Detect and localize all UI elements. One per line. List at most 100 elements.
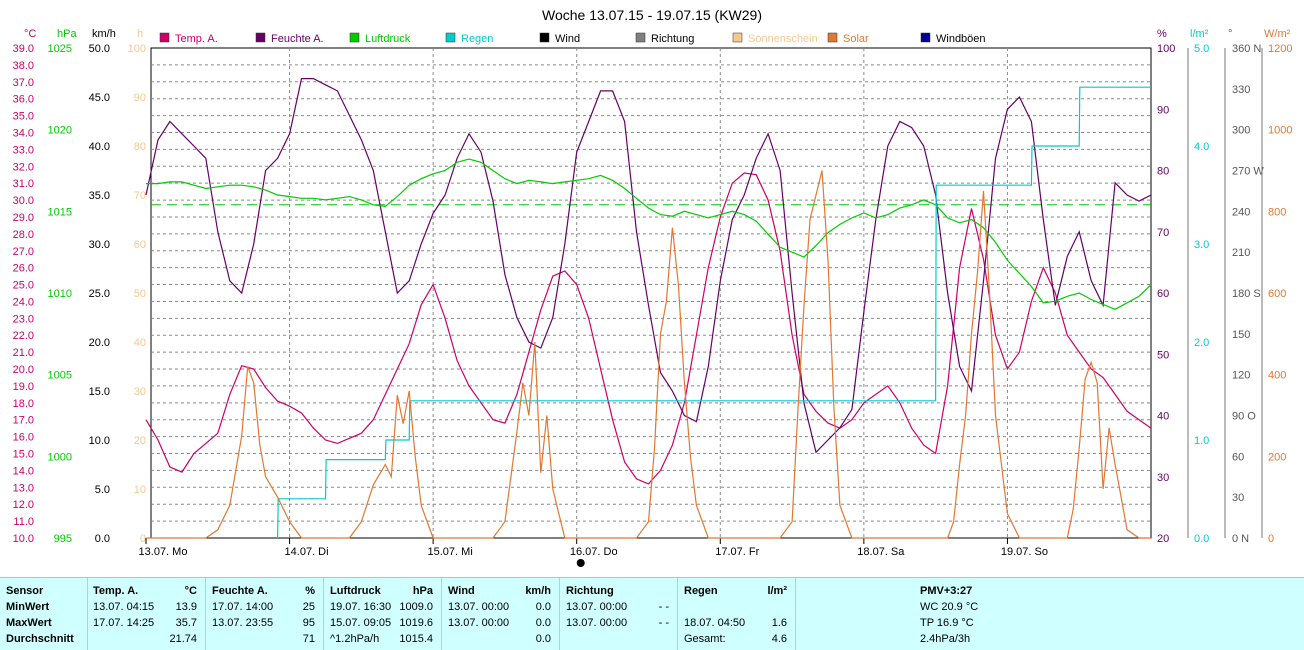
sunshine-tick-label: 0: [140, 533, 146, 545]
x-tick-label: 14.07. Di: [285, 546, 329, 558]
dir-min-time: 13.07. 00:00: [566, 601, 628, 613]
sunshine-tick-label: 50: [134, 288, 146, 300]
rain-max-time: 18.07. 04:50: [684, 617, 746, 629]
rain-tick-label: 3.0: [1194, 239, 1209, 251]
chart-axes: 10.0 11.0 12.0 13.0 14.0 15.0 16.0 17.0 18.0 19.0…: [13, 28, 1292, 567]
legend-label: Temp. A.: [175, 33, 218, 45]
pmv-trend: 2.4hPa/3h: [920, 633, 971, 645]
temp-tick-label: 17.0: [13, 415, 34, 427]
temp-max: 35.7: [175, 617, 197, 629]
series-regen: [277, 86, 1151, 539]
solar-tick-label: 600: [1268, 288, 1286, 300]
humidity-tick-label: 60: [1157, 288, 1169, 300]
humidity-tick-label: 40: [1157, 411, 1169, 423]
summary-col-sensor: Sensor MinWert MaxWert Durchschnitt: [0, 578, 88, 650]
summary-col-pressure: Luftdruck hPa 19.07. 16:30 1009.0 15.07.…: [324, 578, 442, 650]
legend-label: Feuchte A.: [271, 33, 324, 45]
x-tick-label: 19.07. So: [1001, 546, 1048, 558]
wind-tick-label: 25.0: [89, 288, 110, 300]
humidity-tick-label: 100: [1157, 43, 1175, 55]
header-direction: Richtung: [566, 585, 614, 597]
weather-chart: 10.0 11.0 12.0 13.0 14.0 15.0 16.0 17.0 18.0 19.0…: [13, 7, 1292, 567]
direction-tick-label: 270 W: [1232, 166, 1264, 178]
wind-tick-label: 15.0: [89, 386, 110, 398]
temp-tick-label: 24.0: [13, 296, 34, 308]
press-avg: 1015.4: [399, 633, 433, 645]
hum-max-time: 13.07. 23:55: [212, 617, 274, 629]
sunshine-tick-label: 100: [128, 43, 146, 55]
summary-col-temp: Temp. A. °C 13.07. 04:15 13.9 17.07. 14:…: [88, 578, 206, 650]
pressure-tick-label: 1020: [48, 125, 72, 137]
sunshine-tick-label: 40: [134, 337, 146, 349]
series-solar: [146, 170, 1151, 539]
pressure-tick-label: 1010: [48, 288, 72, 300]
temp-tick-label: 13.0: [13, 482, 34, 494]
sunshine-tick-label: 10: [134, 484, 146, 496]
x-tick-label: 15.07. Mi: [428, 546, 473, 558]
temp-max-time: 17.07. 14:25: [93, 617, 155, 629]
row-label-min: MinWert: [6, 601, 50, 613]
press-max-time: 15.07. 09:05: [330, 617, 392, 629]
direction-tick-label: 60: [1232, 451, 1244, 463]
header-wind-unit: km/h: [525, 585, 551, 597]
hum-max: 95: [302, 617, 315, 629]
temp-tick-label: 33.0: [13, 144, 34, 156]
direction-tick-label: 330: [1232, 84, 1250, 96]
solar-tick-label: 800: [1268, 206, 1286, 218]
rain-total: 4.6: [771, 633, 787, 645]
direction-tick-label: 240: [1232, 206, 1250, 218]
pressure-tick-label: 1015: [48, 206, 72, 218]
current-time-marker: [576, 559, 585, 567]
row-label-max: MaxWert: [6, 617, 52, 629]
legend-swatch: [920, 32, 931, 43]
humidity-unit-label: %: [1157, 28, 1167, 40]
wind-unit-label: km/h: [92, 28, 116, 40]
wind-min: 0.0: [535, 601, 551, 613]
series-feuchte-a-: [145, 78, 1152, 454]
direction-tick-label: 300: [1232, 125, 1250, 137]
temp-tick-label: 29.0: [13, 212, 34, 224]
wind-tick-label: 30.0: [89, 239, 110, 251]
legend-swatch: [539, 32, 550, 43]
x-tick-label: 13.07. Mo: [139, 546, 188, 558]
rain-tick-label: 1.0: [1194, 435, 1209, 447]
rain-tick-label: 4.0: [1194, 141, 1209, 153]
direction-tick-label: 120: [1232, 370, 1250, 382]
series-luftdruck: [146, 158, 1152, 310]
temp-tick-label: 19.0: [13, 381, 34, 393]
sunshine-tick-label: 20: [134, 435, 146, 447]
temp-tick-label: 22.0: [13, 330, 34, 342]
header-rain-unit: l/m²: [767, 585, 787, 597]
legend-swatch: [255, 32, 266, 43]
humidity-tick-label: 70: [1157, 227, 1169, 239]
rain-total-label: Gesamt:: [684, 633, 726, 645]
header-rain: Regen: [684, 585, 718, 597]
press-trend: ^1.2hPa/h: [330, 633, 380, 645]
x-tick-label: 16.07. Do: [570, 546, 618, 558]
temp-tick-label: 28.0: [13, 229, 34, 241]
press-max: 1019.6: [399, 617, 433, 629]
wind-avg: 0.0: [535, 633, 551, 645]
humidity-tick-label: 80: [1157, 166, 1169, 178]
dir-max-time: 13.07. 00:00: [566, 617, 628, 629]
header-wind: Wind: [448, 585, 475, 597]
legend-swatch: [159, 32, 170, 43]
rain-tick-label: 2.0: [1194, 337, 1209, 349]
summary-col-rain: Regen l/m² 18.07. 04:50 1.6 Gesamt: 4.6: [678, 578, 796, 650]
wind-tick-label: 10.0: [89, 435, 110, 447]
legend-label: Solar: [843, 33, 869, 45]
pmv-windchill: WC 20.9 °C: [920, 601, 979, 613]
hum-avg: 71: [302, 633, 315, 645]
header-pressure-unit: hPa: [412, 585, 433, 597]
temp-tick-label: 26.0: [13, 263, 34, 275]
sunshine-tick-label: 30: [134, 386, 146, 398]
pmv-dewpoint: TP 16.9 °C: [920, 617, 974, 629]
legend-label: Richtung: [651, 33, 694, 45]
solar-tick-label: 400: [1268, 370, 1286, 382]
header-temp-unit: °C: [184, 585, 197, 597]
sunshine-tick-label: 80: [134, 141, 146, 153]
direction-tick-label: 30: [1232, 492, 1244, 504]
legend-label: Windböen: [936, 33, 986, 45]
direction-tick-label: 90 O: [1232, 411, 1256, 423]
chart-legend: Temp. A. Feuchte A. Luftdruck Regen Wind Rich…: [159, 32, 986, 45]
